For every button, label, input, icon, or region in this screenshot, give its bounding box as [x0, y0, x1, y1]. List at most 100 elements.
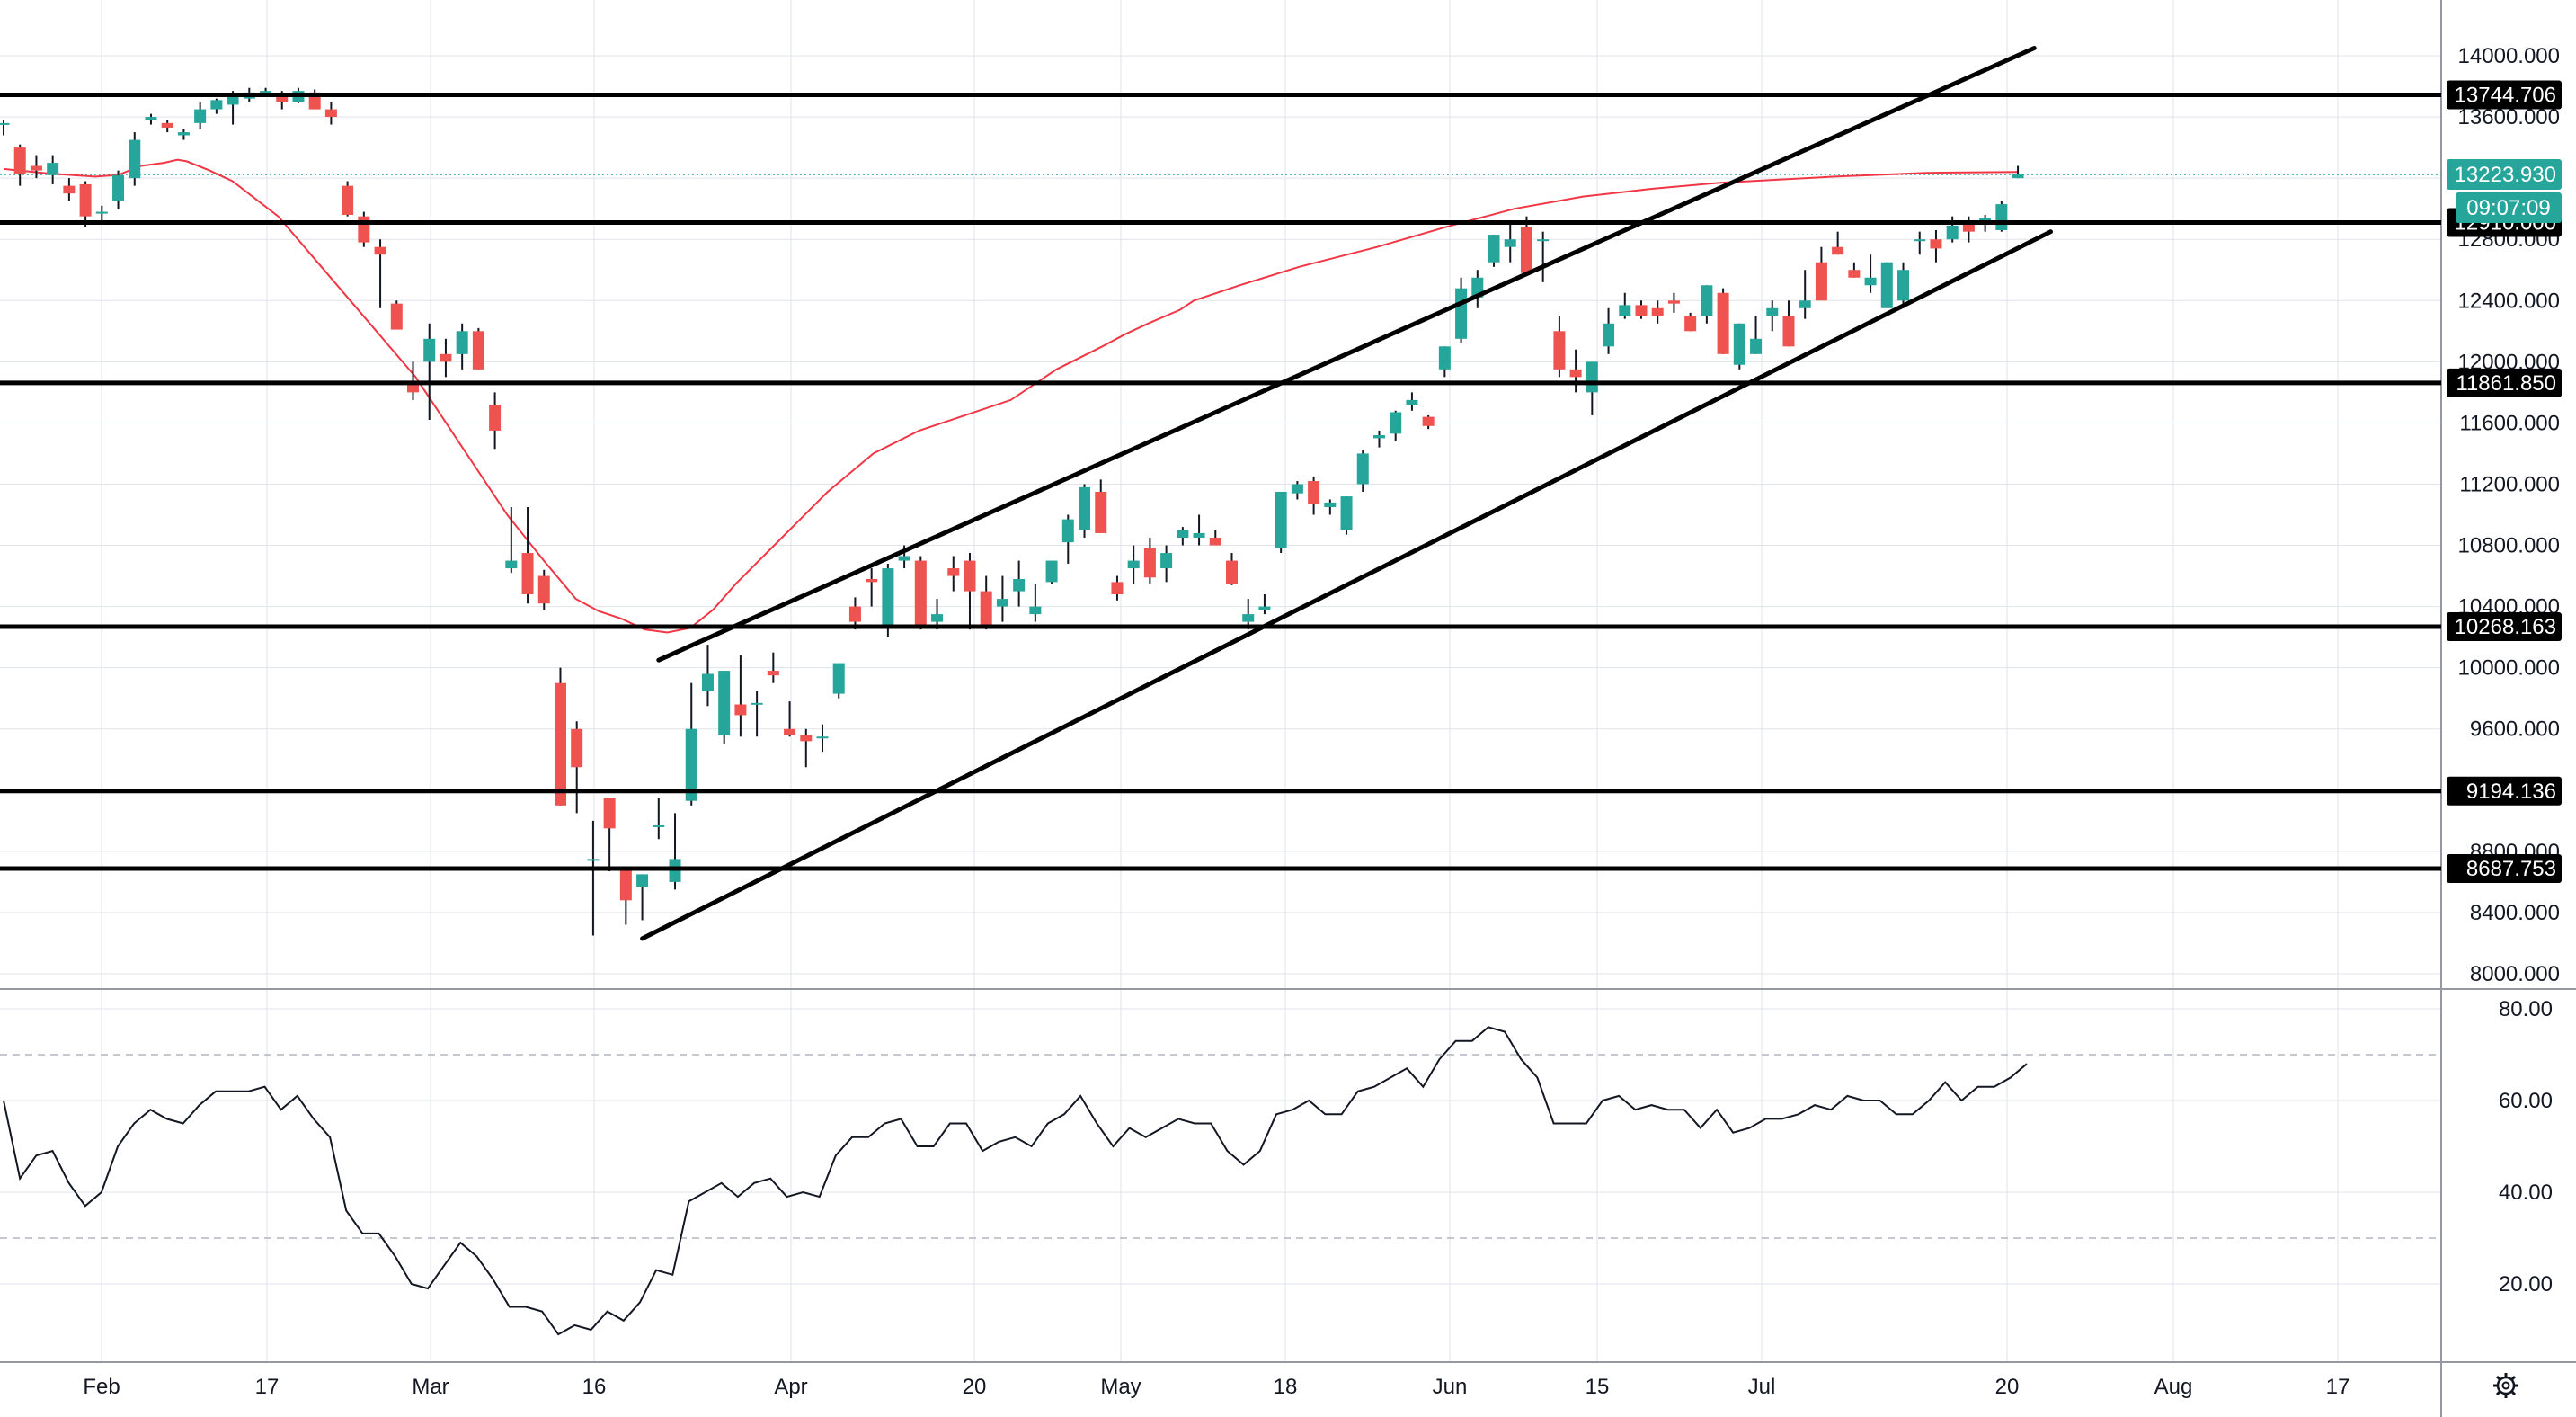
candle-body	[1946, 225, 1959, 240]
candle-body	[718, 671, 731, 735]
time-tick-label: 17	[255, 1375, 280, 1399]
moving-average-line	[3, 158, 2019, 634]
gear-icon[interactable]	[2493, 1373, 2518, 1398]
level-price-tag-label: 11861.850	[2456, 371, 2556, 396]
candle-body	[537, 575, 550, 604]
candle-body	[194, 109, 207, 123]
candle-body	[0, 122, 10, 125]
level-price-tag-label: 10268.163	[2455, 615, 2556, 639]
time-tick-label: May	[1100, 1375, 1141, 1399]
level-price-tag	[2447, 776, 2562, 806]
candle-body	[324, 109, 337, 118]
level-price-tag-label: 8687.753	[2466, 857, 2556, 881]
candle-body	[1832, 246, 1844, 255]
candle-body	[505, 560, 518, 569]
channel-line	[640, 229, 2053, 941]
candle-body	[1372, 435, 1385, 439]
time-tick-label: 15	[1586, 1375, 1610, 1399]
candles	[0, 87, 2024, 936]
rsi-tick-label: 20.00	[2499, 1272, 2553, 1297]
price-tick-label: 11600.000	[2459, 411, 2560, 435]
time-tick-label: 16	[582, 1375, 607, 1399]
candle-body	[1930, 239, 1942, 249]
candle-body	[996, 599, 1008, 607]
candle-body	[1455, 288, 1468, 339]
candle-body	[800, 735, 813, 742]
rsi-tick-label: 80.00	[2499, 997, 2553, 1021]
trend-channel[interactable]	[640, 45, 2053, 941]
candle-body	[1897, 270, 1910, 301]
candle-body	[390, 303, 403, 330]
time-tick-label: 18	[1274, 1375, 1298, 1399]
level-price-tag	[2447, 368, 2562, 397]
candle-body	[1782, 316, 1795, 347]
candle-body	[1275, 491, 1287, 548]
candle-body	[1701, 285, 1713, 316]
level-price-tag-label: 9194.136	[2466, 780, 2556, 804]
candle-body	[701, 673, 714, 691]
price-tick-label: 13600.000	[2458, 105, 2560, 129]
candle-body	[227, 95, 239, 105]
candle-body	[1962, 224, 1975, 232]
candle-body	[1586, 361, 1598, 393]
candle-body	[587, 859, 600, 861]
candle-body	[1226, 560, 1238, 584]
candle-body	[1291, 484, 1303, 494]
candle-body	[964, 560, 976, 592]
candle-body	[1914, 239, 1926, 242]
candle-body	[95, 211, 108, 214]
candle-body	[1733, 323, 1745, 365]
candle-body	[751, 702, 763, 705]
candle-body	[1651, 307, 1664, 316]
candle-body	[1422, 416, 1435, 426]
candle-body	[866, 578, 878, 583]
candle-body	[914, 560, 927, 627]
moving-average-line	[3, 158, 2019, 634]
time-tick-label: 17	[2326, 1375, 2350, 1399]
price-tick-label: 8000.000	[2470, 962, 2560, 986]
candle-body	[1340, 496, 1353, 530]
candle-body	[1209, 538, 1221, 546]
candle-body	[1013, 578, 1026, 592]
time-tick-label: Jun	[1433, 1375, 1468, 1399]
candle-body	[260, 91, 272, 94]
candle-body	[440, 353, 452, 362]
candle-body	[1569, 369, 1582, 378]
last-price-tag	[2447, 159, 2562, 191]
candle-body	[1308, 481, 1320, 504]
price-tick-label: 10800.000	[2458, 534, 2560, 558]
candle-body	[685, 728, 697, 801]
candle-body	[931, 614, 944, 622]
candle-body	[1848, 270, 1861, 278]
candle-body	[177, 132, 190, 136]
candle-body	[784, 728, 796, 735]
candle-body	[554, 682, 566, 806]
price-tick-label: 9600.000	[2470, 717, 2560, 742]
candle-body	[1995, 204, 2008, 230]
candle-body	[456, 331, 468, 354]
candle-body	[882, 568, 894, 627]
time-tick-label: Jul	[1748, 1375, 1776, 1399]
candle-body	[980, 591, 992, 626]
candle-body	[47, 163, 59, 175]
candle-body	[63, 185, 76, 194]
price-tick-label: 14000.000	[2458, 44, 2560, 68]
candle-body	[1356, 453, 1369, 485]
candle-body	[848, 606, 861, 622]
price-tick-label: 8400.000	[2470, 901, 2560, 925]
candle-body	[1684, 316, 1697, 332]
price-tick-label: 10000.000	[2458, 656, 2560, 681]
candle-body	[636, 874, 649, 887]
level-price-tag	[2447, 612, 2562, 642]
candle-body	[2012, 174, 2024, 179]
candle-body	[1815, 262, 1827, 301]
candle-body	[1504, 239, 1516, 247]
horizontal-levels[interactable]	[0, 92, 2441, 871]
time-axis[interactable]: Feb 17 Mar 16 Apr 20 May 18 Jun 15 Jul 20 Aug 17	[83, 1375, 2349, 1399]
countdown-tag	[2456, 192, 2562, 224]
candle-body	[13, 147, 26, 174]
candle-body	[489, 404, 502, 431]
candle-body	[1061, 519, 1074, 543]
candle-body	[1143, 548, 1156, 578]
